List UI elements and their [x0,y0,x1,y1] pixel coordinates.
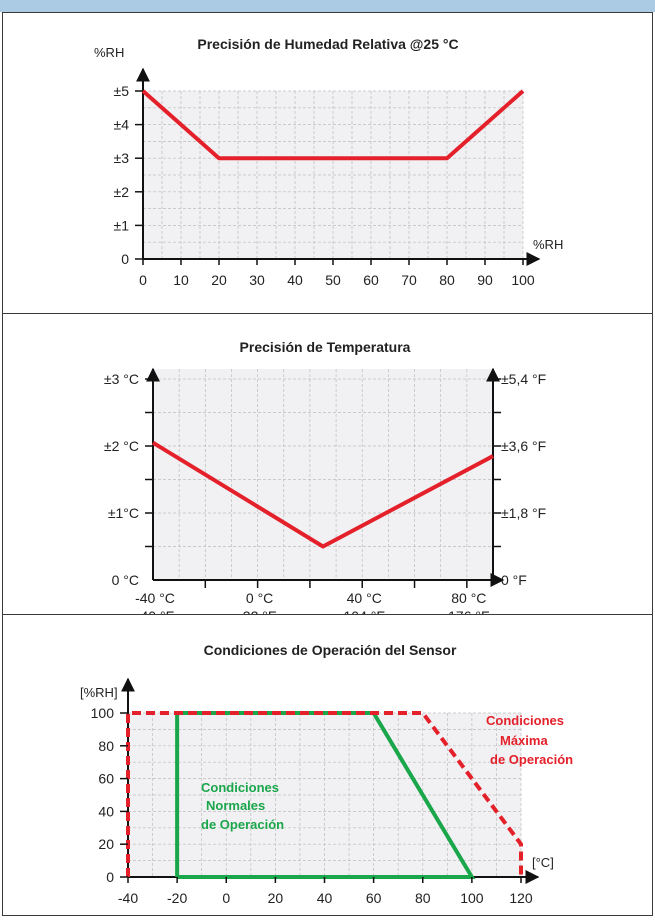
x-tick-label: 40 [287,272,303,288]
x-tick-label: 0 °C [246,590,273,606]
x-tick-label: -40 [118,890,138,906]
x-tick-label: 70 [401,272,417,288]
gridlines [143,91,523,259]
temperature-accuracy-panel: Precisión de Temperatura 0 °C ±1°C ±2 °C ±3… [2,313,653,617]
x-tick-label: 60 [363,272,379,288]
x-tick-label: 60 [366,890,382,906]
normal-operation-label: Normales [206,798,265,813]
y-tick-label: ±3 [114,150,130,166]
rh-accuracy-panel: Precisión de Humedad Relativa @25 °C %RH… [2,12,653,316]
x-tick-label: -40 °C [135,590,175,606]
x-tick-label: 50 [325,272,341,288]
y-tick-label: ±4 [114,117,130,133]
y-tick-label: ±1,8 °F [501,505,546,521]
y-tick-label: 80 [98,738,114,754]
y-tick-label: 20 [98,836,114,852]
x-tick-label: 120 [509,890,533,906]
x-tick-label: 80 [415,890,431,906]
y-tick-label: ±5 [114,83,130,99]
x-tick-label: 80 [439,272,455,288]
y-tick-label: ±1°C [108,505,139,521]
normal-operation-label: de Operación [201,817,284,832]
x-tick-label: 30 [249,272,265,288]
x-tick-label: 100 [460,890,484,906]
y-axis-label: %RH [94,45,124,60]
y-tick-label: 0 °C [112,572,139,588]
max-operation-label: de Operación [490,752,573,767]
x-tick-label: 90 [477,272,493,288]
gridlines [128,713,521,877]
operating-conditions-chart: Condiciones de Operación del Sensor [%RH… [3,615,652,915]
chart-title: Precisión de Temperatura [240,339,411,355]
x-tick-label: 20 [211,272,227,288]
operating-conditions-panel: Condiciones de Operación del Sensor [%RH… [2,614,653,916]
temperature-accuracy-chart: Precisión de Temperatura 0 °C ±1°C ±2 °C ±3… [3,314,652,616]
y-tick-label: ±3,6 °F [501,438,546,454]
y-tick-label: ±2 [114,184,130,200]
x-tick-label: 40 [317,890,333,906]
y-tick-label: 0 °F [501,572,527,588]
chart-title: Condiciones de Operación del Sensor [204,642,457,658]
y-tick-label: ±3 °C [104,371,139,387]
y-tick-label: 100 [91,705,115,721]
x-tick-label: 40 °C [347,590,382,606]
x-axis-label: %RH [533,237,563,252]
max-operation-label: Condiciones [486,713,564,728]
y-tick-label: ±2 °C [104,438,139,454]
rh-accuracy-chart: Precisión de Humedad Relativa @25 °C %RH… [3,13,652,315]
y-axis-label: [%RH] [80,685,118,700]
y-tick-label: 0 [121,251,129,267]
y-tick-label: 60 [98,771,114,787]
max-operation-label: Máxima [500,733,548,748]
y-tick-label: ±5,4 °F [501,371,546,387]
normal-operation-label: Condiciones [201,780,279,795]
y-tick-label: 0 [106,869,114,885]
x-tick-label: 0 [139,272,147,288]
header-bar [0,0,655,12]
x-tick-label: 10 [173,272,189,288]
x-tick-label: 80 °C [451,590,486,606]
chart-title: Precisión de Humedad Relativa @25 °C [197,36,458,52]
x-tick-label: 0 [222,890,230,906]
y-tick-label: 40 [98,803,114,819]
y-tick-label: ±1 [114,217,130,233]
x-tick-label: 100 [511,272,535,288]
x-tick-label: -20 [167,890,187,906]
x-tick-label: 20 [268,890,284,906]
x-axis-label: [°C] [532,855,554,870]
